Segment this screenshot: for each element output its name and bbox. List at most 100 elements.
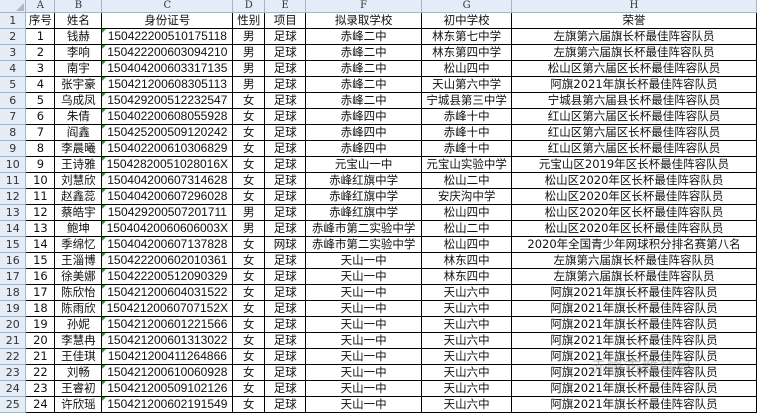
cell-A15[interactable]: 14	[25, 236, 56, 253]
cell-F23[interactable]: 天山一中	[305, 364, 423, 381]
cell-D13[interactable]: 男	[232, 204, 266, 221]
cell-A22[interactable]: 21	[25, 348, 56, 365]
cell-C11[interactable]: 150404200607314628	[101, 172, 234, 189]
cell-D4[interactable]: 男	[232, 60, 266, 77]
cell-B21[interactable]: 李慧冉	[54, 332, 103, 349]
cell-E20[interactable]: 足球	[264, 316, 307, 333]
cell-H8[interactable]: 红山区第六届区长杯最佳阵容队员	[511, 124, 757, 141]
row-header[interactable]: 1	[0, 12, 27, 29]
cell-C20[interactable]: 150421200601221566	[101, 316, 234, 333]
cell-E9[interactable]: 足球	[264, 140, 307, 157]
cell-B23[interactable]: 刘畅	[54, 364, 103, 381]
cell-F24[interactable]: 天山一中	[305, 380, 423, 397]
cell-D24[interactable]: 女	[232, 380, 266, 397]
cell-B11[interactable]: 刘慧欣	[54, 172, 103, 189]
row-header[interactable]: 16	[0, 252, 27, 269]
cell-G9[interactable]: 赤峰十中	[421, 140, 513, 157]
cell-E23[interactable]: 足球	[264, 364, 307, 381]
row-header[interactable]: 18	[0, 284, 27, 301]
cell-A14[interactable]: 13	[25, 220, 56, 237]
row-header[interactable]: 7	[0, 108, 27, 125]
cell-H13[interactable]: 松山区2020年区长杯最佳阵容队员	[511, 204, 757, 221]
cell-B16[interactable]: 王淄博	[54, 252, 103, 269]
cell-D18[interactable]: 女	[232, 284, 266, 301]
cell-D5[interactable]: 男	[232, 76, 266, 93]
row-header[interactable]: 17	[0, 268, 27, 285]
cell-F21[interactable]: 天山一中	[305, 332, 423, 349]
cell-B9[interactable]: 李晨曦	[54, 140, 103, 157]
cell-G25[interactable]: 天山六中	[421, 396, 513, 413]
cell-B1[interactable]: 姓名	[54, 12, 103, 29]
row-header[interactable]: 3	[0, 44, 27, 61]
cell-E25[interactable]: 足球	[264, 396, 307, 413]
cell-H6[interactable]: 宁城县第六届县长杯最佳阵容队员	[511, 92, 757, 109]
cell-F1[interactable]: 拟录取学校	[305, 12, 423, 29]
cell-H20[interactable]: 阿旗2021年旗长杯最佳阵容队员	[511, 316, 757, 333]
cell-C7[interactable]: 150402200608055928	[101, 108, 234, 125]
cell-B22[interactable]: 王佳琪	[54, 348, 103, 365]
cell-C14[interactable]: 15040420060606003X	[101, 220, 234, 237]
cell-G24[interactable]: 天山六中	[421, 380, 513, 397]
cell-D2[interactable]: 男	[232, 28, 266, 45]
cell-D21[interactable]: 女	[232, 332, 266, 349]
cell-E18[interactable]: 足球	[264, 284, 307, 301]
cell-D25[interactable]: 女	[232, 396, 266, 413]
cell-D17[interactable]: 女	[232, 268, 266, 285]
cell-G3[interactable]: 林东第四中学	[421, 44, 513, 61]
cell-H18[interactable]: 阿旗2021年旗长杯最佳阵容队员	[511, 284, 757, 301]
row-header[interactable]: 25	[0, 396, 27, 413]
cell-F7[interactable]: 赤峰四中	[305, 108, 423, 125]
cell-H10[interactable]: 元宝山区2019年区长杯最佳阵容队员	[511, 156, 757, 173]
cell-F2[interactable]: 赤峰二中	[305, 28, 423, 45]
cell-F10[interactable]: 元宝山一中	[305, 156, 423, 173]
cell-A6[interactable]: 5	[25, 92, 56, 109]
cell-D3[interactable]: 男	[232, 44, 266, 61]
cell-G23[interactable]: 天山六中	[421, 364, 513, 381]
cell-F25[interactable]: 天山一中	[305, 396, 423, 413]
cell-B4[interactable]: 南宇	[54, 60, 103, 77]
cell-H24[interactable]: 阿旗2021年旗长杯最佳阵容队员	[511, 380, 757, 397]
cell-C18[interactable]: 150421200604031522	[101, 284, 234, 301]
cell-H2[interactable]: 左旗第六届旗长杯最佳阵容队员	[511, 28, 757, 45]
cell-D7[interactable]: 女	[232, 108, 266, 125]
cell-E19[interactable]: 足球	[264, 300, 307, 317]
cell-A4[interactable]: 3	[25, 60, 56, 77]
cell-F5[interactable]: 赤峰二中	[305, 76, 423, 93]
cell-D19[interactable]: 女	[232, 300, 266, 317]
cell-B19[interactable]: 陈雨欣	[54, 300, 103, 317]
cell-G5[interactable]: 天山第六中学	[421, 76, 513, 93]
cell-B6[interactable]: 乌成凤	[54, 92, 103, 109]
column-header-E[interactable]: E	[264, 0, 307, 13]
cell-G8[interactable]: 赤峰十中	[421, 124, 513, 141]
cell-C25[interactable]: 150421200602191549	[101, 396, 234, 413]
cell-G21[interactable]: 天山六中	[421, 332, 513, 349]
cell-B25[interactable]: 许欣瑶	[54, 396, 103, 413]
cell-F12[interactable]: 赤峰红旗中学	[305, 188, 423, 205]
cell-G6[interactable]: 宁城县第三中学	[421, 92, 513, 109]
cell-A5[interactable]: 4	[25, 76, 56, 93]
cell-H7[interactable]: 红山区第六届区长杯最佳阵容队员	[511, 108, 757, 125]
cell-H4[interactable]: 松山区第六届区长杯最佳阵容队员	[511, 60, 757, 77]
cell-E4[interactable]: 足球	[264, 60, 307, 77]
cell-C22[interactable]: 150421200411264866	[101, 348, 234, 365]
cell-G22[interactable]: 天山六中	[421, 348, 513, 365]
column-header-B[interactable]: B	[54, 0, 103, 13]
cell-A13[interactable]: 12	[25, 204, 56, 221]
row-header[interactable]: 2	[0, 28, 27, 45]
row-header[interactable]: 4	[0, 60, 27, 77]
cell-G2[interactable]: 林东第七中学	[421, 28, 513, 45]
cell-B3[interactable]: 李响	[54, 44, 103, 61]
row-header[interactable]: 6	[0, 92, 27, 109]
row-header[interactable]: 12	[0, 188, 27, 205]
cell-B8[interactable]: 阎鑫	[54, 124, 103, 141]
cell-D9[interactable]: 女	[232, 140, 266, 157]
cell-E5[interactable]: 足球	[264, 76, 307, 93]
row-header[interactable]: 24	[0, 380, 27, 397]
cell-C21[interactable]: 150421200601313022	[101, 332, 234, 349]
cell-D23[interactable]: 女	[232, 364, 266, 381]
cell-H21[interactable]: 阿旗2021年旗长杯最佳阵容队员	[511, 332, 757, 349]
row-header[interactable]: 13	[0, 204, 27, 221]
cell-G10[interactable]: 元宝山实验中学	[421, 156, 513, 173]
cell-H17[interactable]: 左旗第六届旗长杯最佳阵容队员	[511, 268, 757, 285]
cell-F15[interactable]: 赤峰市第二实验中学	[305, 236, 423, 253]
